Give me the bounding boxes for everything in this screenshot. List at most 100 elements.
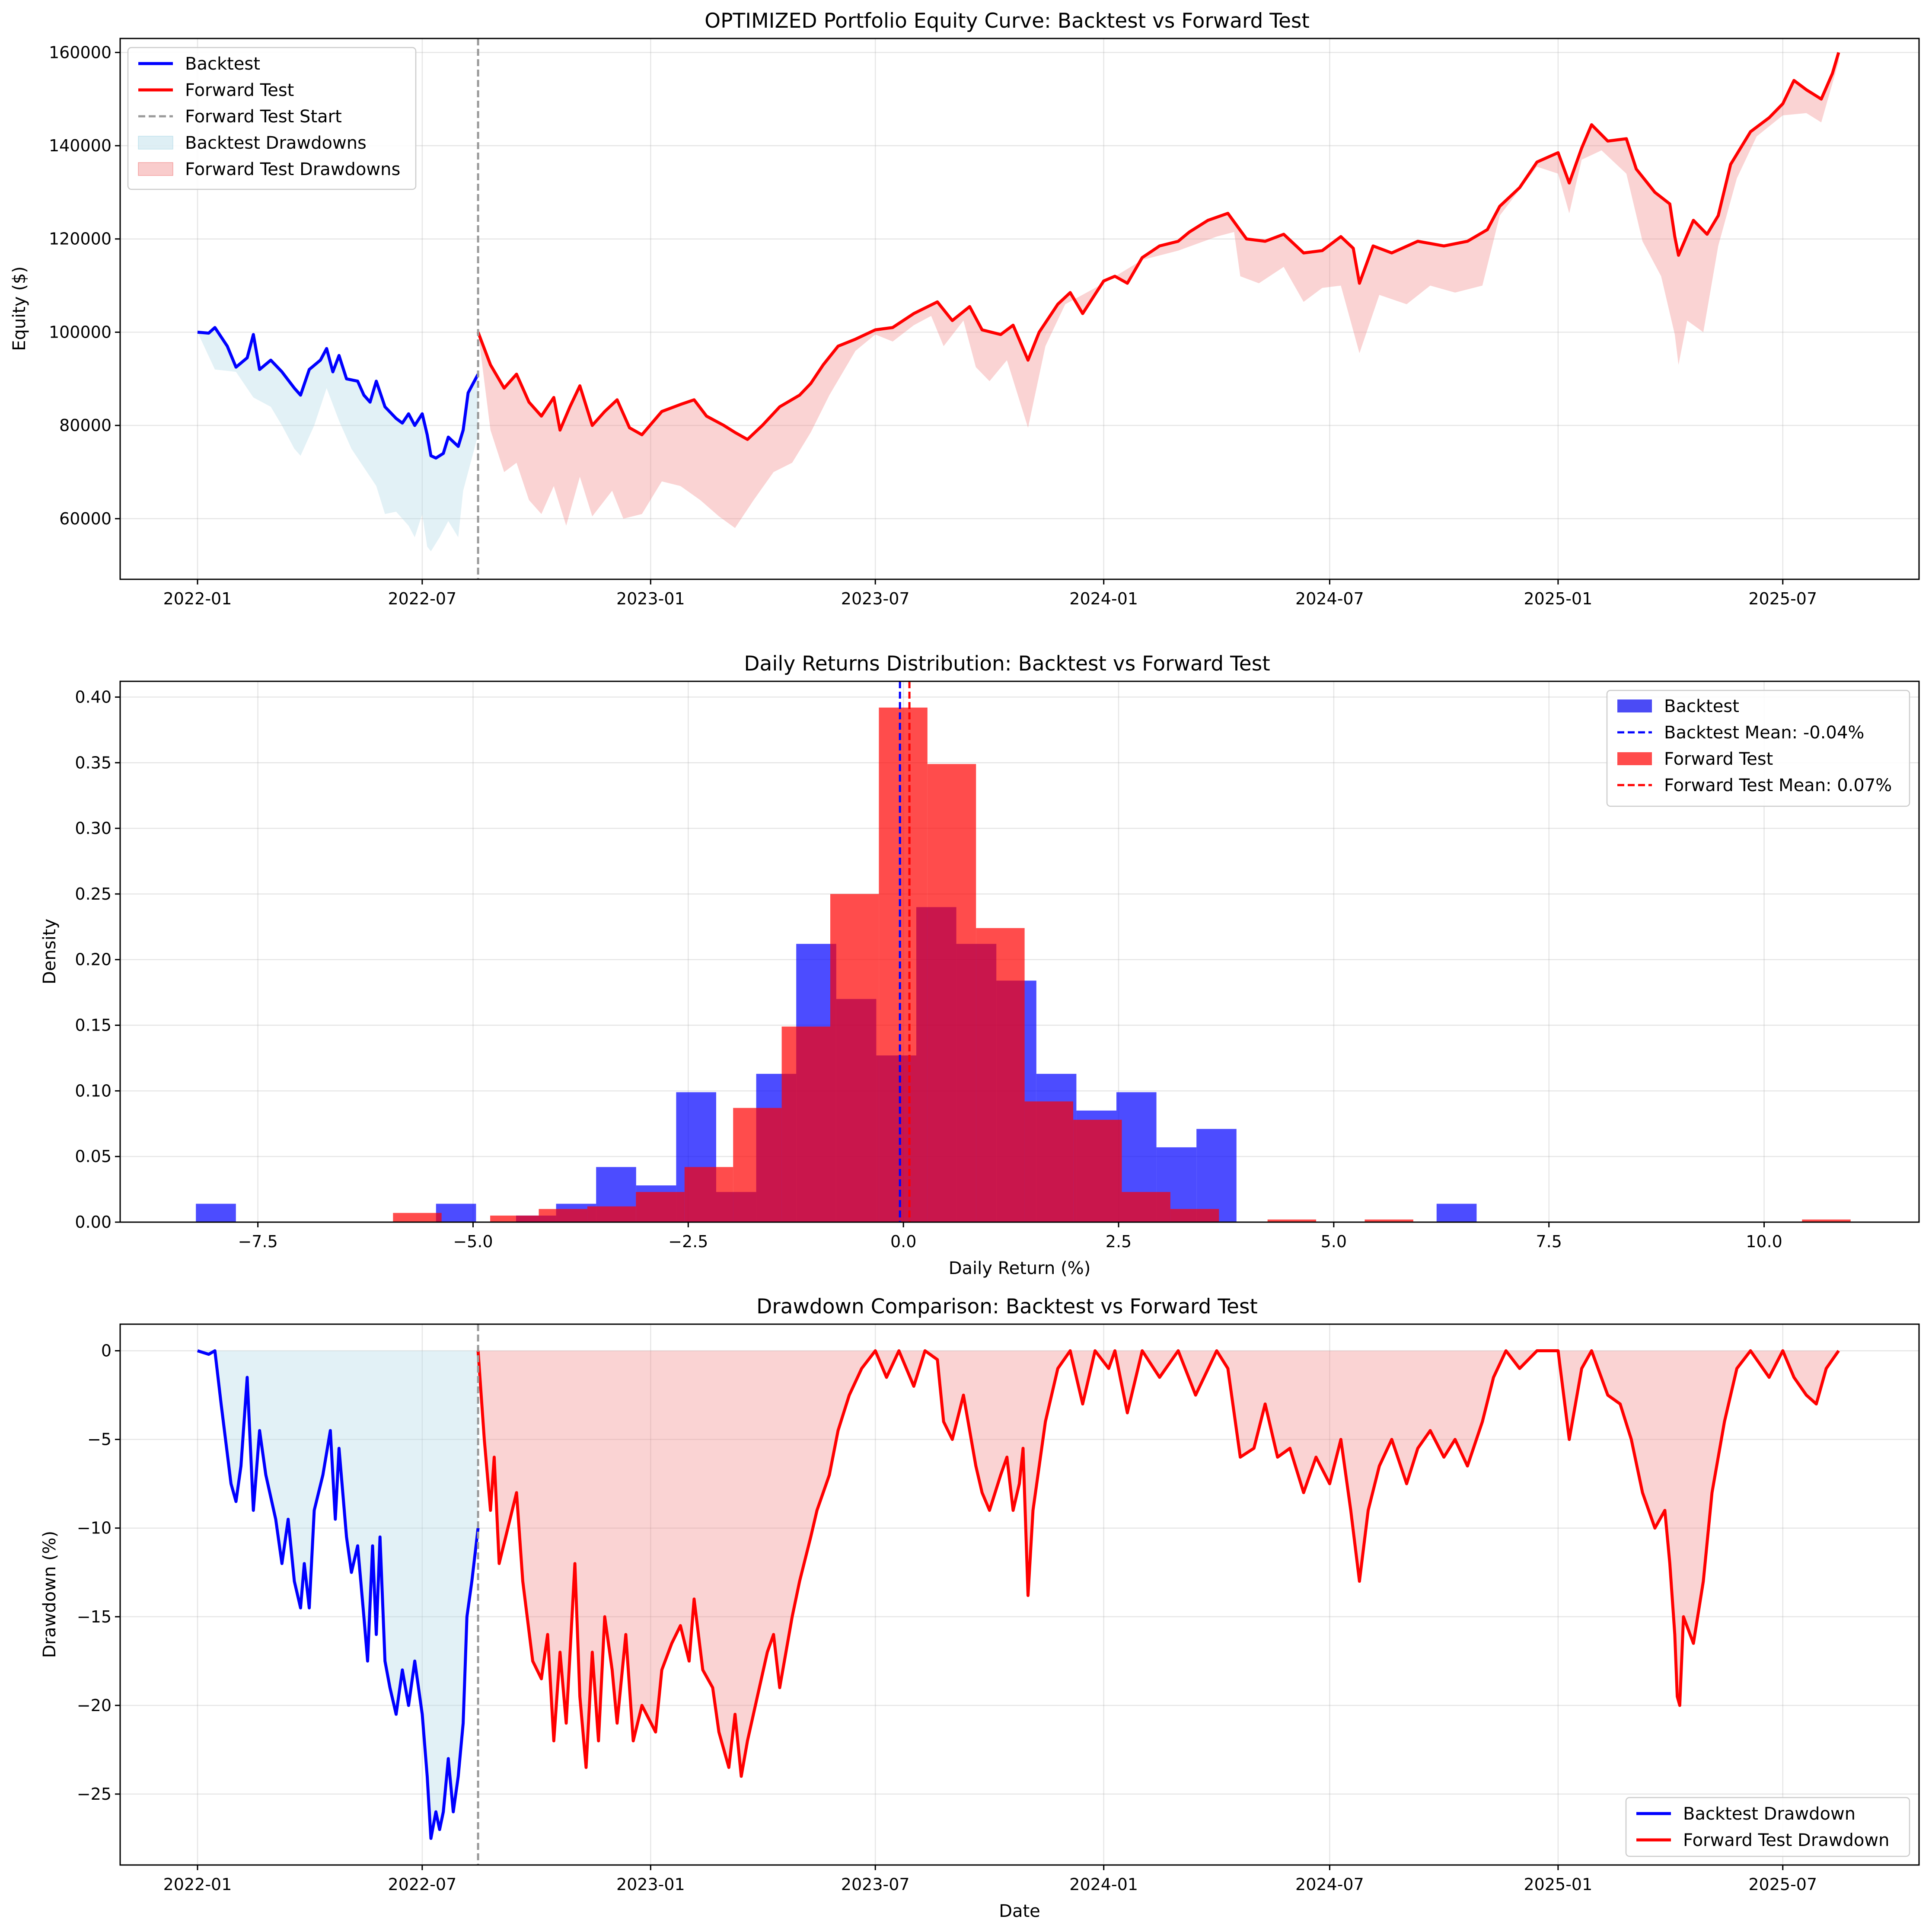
legend-forward-mean-label: Forward Test Mean: 0.07% xyxy=(1664,776,1892,795)
legend-forward-drawdowns-label: Forward Test Drawdowns xyxy=(185,160,400,179)
forward-histogram-bar xyxy=(393,1213,442,1222)
backtest-histogram-bar xyxy=(196,1204,236,1222)
equity-y-tick-label: 160000 xyxy=(49,43,112,62)
forward-drawdown-area xyxy=(478,1351,1839,1776)
returns-x-tick-label: −7.5 xyxy=(238,1232,277,1251)
legend-forward-start-label: Forward Test Start xyxy=(185,107,342,127)
drawdown-y-tick-label: −20 xyxy=(77,1696,112,1715)
forward-histogram-bar xyxy=(1267,1219,1317,1222)
legend-backtest-drawdowns-swatch xyxy=(138,136,173,150)
returns-y-tick-label: 0.10 xyxy=(75,1081,112,1100)
returns-y-tick-label: 0.25 xyxy=(75,885,112,904)
legend-backtest-drawdowns-label: Backtest Drawdowns xyxy=(185,133,367,153)
forward-histogram-bar xyxy=(830,894,879,1222)
legend-backtest-bar-label: Backtest xyxy=(1664,696,1739,716)
forward-equity-line xyxy=(476,52,1840,441)
drawdown-x-axis-label: Date xyxy=(999,1901,1040,1921)
drawdown-y-tick-label: 0 xyxy=(101,1341,112,1360)
backtest-histogram-bar xyxy=(1196,1129,1237,1222)
legend-forward-bar-swatch xyxy=(1617,752,1652,765)
drawdown-x-tick-label: 2024-07 xyxy=(1295,1875,1364,1894)
drawdown-x-tick-label: 2022-07 xyxy=(388,1875,456,1894)
legend-backtest-mean-label: Backtest Mean: -0.04% xyxy=(1664,723,1864,743)
equity-y-axis-label: Equity ($) xyxy=(10,266,29,351)
equity-x-tick-label: 2023-01 xyxy=(616,589,685,608)
equity-y-tick-label: 80000 xyxy=(59,416,112,435)
equity-x-tick-label: 2024-01 xyxy=(1069,589,1138,608)
returns-y-tick-label: 0.20 xyxy=(75,950,112,969)
returns-y-axis-label: Density xyxy=(40,919,60,984)
forward-histogram-bar xyxy=(1122,1192,1170,1222)
drawdown-y-tick-label: −10 xyxy=(77,1519,112,1538)
returns-y-tick-label: 0.30 xyxy=(75,819,112,838)
drawdown-x-tick-label: 2025-07 xyxy=(1748,1875,1817,1894)
drawdown-x-tick-label: 2022-01 xyxy=(163,1875,232,1894)
returns-x-axis-label: Daily Return (%) xyxy=(949,1258,1091,1278)
equity-chart: OPTIMIZED Portfolio Equity Curve: Backte… xyxy=(10,9,1920,608)
forward-histogram-bar xyxy=(1024,1101,1073,1222)
equity-y-tick-label: 60000 xyxy=(59,509,112,528)
legend-forward-label: Forward Test xyxy=(185,80,294,100)
returns-y-tick-label: 0.15 xyxy=(75,1016,112,1035)
forward-drawdown-band xyxy=(478,52,1839,528)
legend-backtest-label: Backtest xyxy=(185,54,260,74)
returns-legend[interactable]: Backtest Backtest Mean: -0.04% Forward T… xyxy=(1606,690,1910,807)
returns-x-tick-label: −2.5 xyxy=(668,1232,708,1251)
drawdown-y-tick-label: −25 xyxy=(77,1785,112,1804)
equity-legend[interactable]: Backtest Forward Test Forward Test Start… xyxy=(127,47,417,190)
drawdown-chart-title: Drawdown Comparison: Backtest vs Forward… xyxy=(756,1295,1258,1319)
backtest-equity-line xyxy=(197,326,480,460)
returns-y-tick-label: 0.40 xyxy=(75,687,112,706)
returns-plot-frame xyxy=(119,680,1920,1223)
drawdown-x-tick-label: 2023-07 xyxy=(841,1875,910,1894)
drawdown-y-tick-label: −5 xyxy=(87,1430,112,1449)
returns-chart-title: Daily Returns Distribution: Backtest vs … xyxy=(744,652,1270,676)
forward-drawdown-line xyxy=(476,1349,1840,1778)
equity-x-tick-label: 2023-07 xyxy=(841,589,910,608)
backtest-drawdown-line xyxy=(197,1349,480,1840)
equity-x-tick-label: 2022-07 xyxy=(388,589,456,608)
legend-backtest-drawdown-label: Backtest Drawdown xyxy=(1683,1804,1855,1824)
legend-forward-drawdowns-swatch xyxy=(138,162,173,176)
forward-histogram-bar xyxy=(733,1108,782,1222)
forward-histogram-bar xyxy=(539,1209,587,1222)
backtest-histogram-bar xyxy=(436,1204,476,1222)
returns-x-tick-label: 7.5 xyxy=(1536,1232,1562,1251)
legend-forward-bar-label: Forward Test xyxy=(1664,749,1773,769)
equity-x-tick-label: 2025-07 xyxy=(1748,589,1817,608)
forward-histogram-bar xyxy=(1170,1209,1219,1222)
forward-histogram-bar xyxy=(684,1167,733,1222)
equity-y-tick-label: 120000 xyxy=(49,230,112,249)
returns-y-tick-label: 0.00 xyxy=(75,1213,112,1232)
drawdown-x-tick-label: 2024-01 xyxy=(1069,1875,1138,1894)
forward-histogram-bar xyxy=(1802,1219,1851,1222)
forward-histogram-bar xyxy=(490,1215,539,1222)
equity-x-tick-label: 2022-01 xyxy=(163,589,232,608)
returns-x-tick-label: 0.0 xyxy=(890,1232,916,1251)
returns-y-tick-label: 0.05 xyxy=(75,1147,112,1166)
forward-histogram-bar xyxy=(976,928,1025,1222)
forward-histogram-bar xyxy=(1073,1120,1122,1222)
legend-backtest-bar-swatch xyxy=(1617,699,1652,712)
returns-x-tick-label: −5.0 xyxy=(453,1232,493,1251)
equity-x-tick-label: 2024-07 xyxy=(1295,589,1364,608)
legend-forward-drawdown-label: Forward Test Drawdown xyxy=(1683,1830,1889,1850)
equity-y-tick-label: 140000 xyxy=(49,136,112,155)
drawdown-y-tick-label: −15 xyxy=(77,1607,112,1626)
returns-chart: Daily Returns Distribution: Backtest vs … xyxy=(40,652,1920,1278)
forward-histogram-bar xyxy=(879,707,928,1222)
drawdown-x-tick-label: 2025-01 xyxy=(1524,1875,1593,1894)
equity-x-tick-label: 2025-01 xyxy=(1524,589,1593,608)
returns-x-tick-label: 5.0 xyxy=(1321,1232,1347,1251)
drawdown-chart: Drawdown Comparison: Backtest vs Forward… xyxy=(40,1295,1920,1921)
equity-y-tick-label: 100000 xyxy=(49,323,112,342)
backtest-drawdown-area xyxy=(198,1351,478,1839)
drawdown-plot-frame xyxy=(119,1323,1920,1866)
returns-y-tick-label: 0.35 xyxy=(75,753,112,772)
drawdown-y-axis-label: Drawdown (%) xyxy=(40,1531,60,1658)
returns-x-tick-label: 10.0 xyxy=(1746,1232,1782,1251)
equity-plot-frame xyxy=(119,38,1920,580)
backtest-histogram-bar xyxy=(1436,1204,1477,1222)
drawdown-legend[interactable]: Backtest Drawdown Forward Test Drawdown xyxy=(1625,1797,1910,1857)
